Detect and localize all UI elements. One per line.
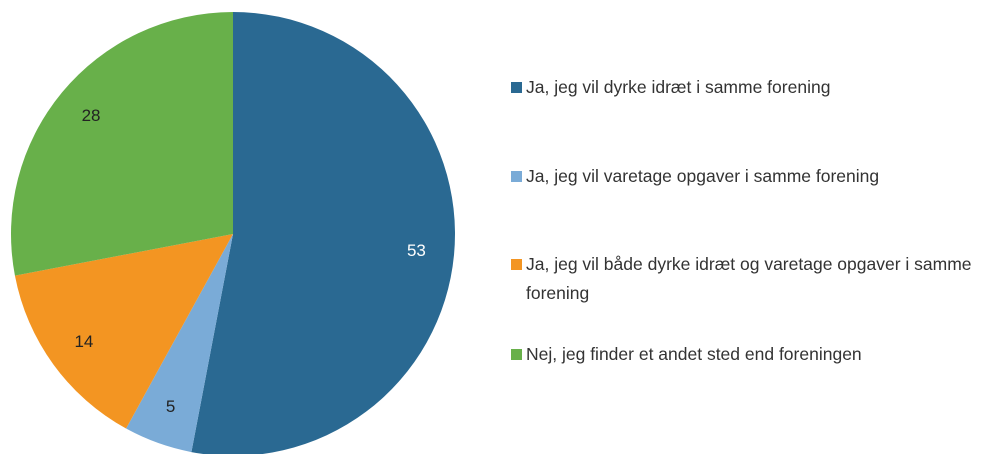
legend-swatch <box>511 82 522 93</box>
data-label: 14 <box>74 332 93 351</box>
legend-item: Ja, jeg vil dyrke idræt i samme forening <box>511 73 996 102</box>
pie-slice <box>191 12 455 454</box>
data-label: 5 <box>166 397 175 416</box>
legend-label: Nej, jeg finder et andet sted end foreni… <box>526 344 862 364</box>
legend-swatch <box>511 171 522 182</box>
legend-item: Ja, jeg vil både dyrke idræt og varetage… <box>511 250 996 308</box>
legend-label: Ja, jeg vil både dyrke idræt og varetage… <box>526 254 972 303</box>
legend-label: Ja, jeg vil dyrke idræt i samme forening <box>526 77 831 97</box>
pie-slice <box>14 234 233 429</box>
data-label: 28 <box>82 106 101 125</box>
legend-label: Ja, jeg vil varetage opgaver i samme for… <box>526 166 880 186</box>
legend-item: Nej, jeg finder et andet sted end foreni… <box>511 340 996 369</box>
pie-slice <box>10 12 234 276</box>
legend-item: Ja, jeg vil varetage opgaver i samme for… <box>511 162 996 191</box>
legend-swatch <box>511 349 522 360</box>
pie-slice <box>126 234 233 453</box>
legend-swatch <box>511 259 522 270</box>
pie-chart: 53 5 14 28 <box>10 12 455 454</box>
data-label: 53 <box>407 241 426 260</box>
